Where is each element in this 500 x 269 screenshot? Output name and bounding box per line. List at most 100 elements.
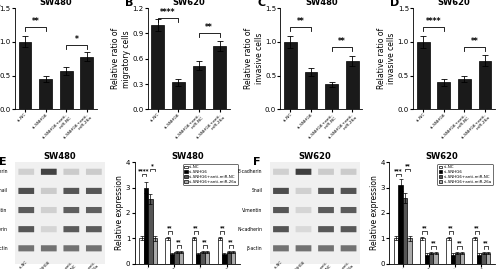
Y-axis label: Relative ratio of
invasive cells: Relative ratio of invasive cells <box>377 28 396 89</box>
FancyBboxPatch shape <box>64 226 79 232</box>
Bar <box>231 252 235 264</box>
FancyBboxPatch shape <box>296 188 312 194</box>
Text: si-SNHG6+anti-
miR-NC: si-SNHG6+anti- miR-NC <box>304 260 332 269</box>
Bar <box>218 238 222 264</box>
FancyBboxPatch shape <box>296 245 312 251</box>
Bar <box>394 238 398 264</box>
Bar <box>205 252 210 264</box>
Bar <box>455 253 460 264</box>
Bar <box>222 254 226 264</box>
Text: N-cadherin: N-cadherin <box>238 227 262 232</box>
Bar <box>213 46 226 109</box>
Bar <box>174 252 179 264</box>
Text: ****: **** <box>160 8 176 17</box>
Text: ****: **** <box>426 17 441 26</box>
Bar <box>429 253 434 264</box>
FancyBboxPatch shape <box>296 169 312 175</box>
Text: **: ** <box>448 225 454 231</box>
Bar <box>200 252 205 264</box>
FancyBboxPatch shape <box>340 169 356 175</box>
Text: si-NC: si-NC <box>274 260 284 269</box>
Y-axis label: Relative ratio of
invasive cells: Relative ratio of invasive cells <box>244 28 264 89</box>
Text: D: D <box>390 0 400 8</box>
Text: si-SNHG6+anti-
miR-26a: si-SNHG6+anti- miR-26a <box>327 260 354 269</box>
Text: **: ** <box>32 17 40 26</box>
Y-axis label: Relative ratio of
migratory cells: Relative ratio of migratory cells <box>112 28 131 89</box>
Legend: si-NC, si-SNHG6, si-SNHG6+anti-miR-NC, si-SNHG6+anti-miR-26a: si-NC, si-SNHG6, si-SNHG6+anti-miR-NC, s… <box>183 164 238 185</box>
Text: β-actin: β-actin <box>247 246 262 251</box>
FancyBboxPatch shape <box>340 245 356 251</box>
Text: β-actin: β-actin <box>0 246 8 251</box>
FancyBboxPatch shape <box>318 245 334 251</box>
Text: **: ** <box>194 225 199 231</box>
Text: si-SNHG6: si-SNHG6 <box>36 260 52 269</box>
FancyBboxPatch shape <box>18 245 34 251</box>
Bar <box>403 198 407 264</box>
Title: SW480: SW480 <box>171 153 203 161</box>
Bar <box>408 238 412 264</box>
Text: ***: *** <box>394 168 403 173</box>
Text: **: ** <box>474 225 480 231</box>
Bar <box>326 84 338 109</box>
FancyBboxPatch shape <box>64 169 79 175</box>
FancyBboxPatch shape <box>86 188 102 194</box>
FancyBboxPatch shape <box>273 188 289 194</box>
Bar <box>144 187 148 264</box>
FancyBboxPatch shape <box>41 245 56 251</box>
FancyBboxPatch shape <box>86 169 102 175</box>
Text: si-SNHG6+anti-
miR-26a: si-SNHG6+anti- miR-26a <box>72 260 100 269</box>
FancyBboxPatch shape <box>273 207 289 213</box>
FancyBboxPatch shape <box>273 226 289 232</box>
Title: SW620: SW620 <box>298 153 331 161</box>
Title: SW620: SW620 <box>426 153 458 161</box>
Text: *: * <box>151 163 154 168</box>
Text: **: ** <box>206 23 213 32</box>
FancyBboxPatch shape <box>64 207 79 213</box>
FancyBboxPatch shape <box>18 226 34 232</box>
Text: **: ** <box>338 37 346 46</box>
Text: Snail: Snail <box>0 188 8 193</box>
Bar <box>420 238 424 264</box>
Text: **: ** <box>422 225 428 231</box>
FancyBboxPatch shape <box>340 226 356 232</box>
FancyBboxPatch shape <box>18 169 34 175</box>
Bar <box>179 252 183 264</box>
FancyBboxPatch shape <box>318 169 334 175</box>
Text: E: E <box>0 157 6 167</box>
Text: si-SNHG6+anti-
miR-NC: si-SNHG6+anti- miR-NC <box>50 260 78 269</box>
Title: SW480: SW480 <box>305 0 338 7</box>
FancyBboxPatch shape <box>86 226 102 232</box>
Y-axis label: Relative expression: Relative expression <box>116 175 124 250</box>
Bar <box>226 252 231 264</box>
Bar <box>60 71 72 109</box>
Text: Snail: Snail <box>252 188 262 193</box>
Text: F: F <box>254 157 261 167</box>
Text: E-cadherin: E-cadherin <box>0 169 8 174</box>
Text: **: ** <box>220 225 225 231</box>
Bar <box>450 255 455 264</box>
FancyBboxPatch shape <box>18 188 34 194</box>
FancyBboxPatch shape <box>340 188 356 194</box>
Text: ****: **** <box>138 168 149 173</box>
FancyBboxPatch shape <box>273 245 289 251</box>
Bar <box>192 66 205 109</box>
Y-axis label: Relative expression: Relative expression <box>370 175 379 250</box>
FancyBboxPatch shape <box>273 169 289 175</box>
Text: **: ** <box>430 240 436 245</box>
Bar <box>398 185 403 264</box>
Bar <box>152 25 164 109</box>
FancyBboxPatch shape <box>41 207 56 213</box>
Bar <box>424 255 429 264</box>
Bar <box>170 254 174 264</box>
Text: **: ** <box>404 163 410 168</box>
Text: si-NC: si-NC <box>19 260 29 269</box>
Bar <box>172 82 184 109</box>
Bar <box>417 42 430 109</box>
Text: **: ** <box>470 37 478 46</box>
FancyBboxPatch shape <box>41 169 56 175</box>
Title: SW620: SW620 <box>172 0 205 7</box>
FancyBboxPatch shape <box>41 226 56 232</box>
Text: B: B <box>125 0 133 8</box>
Bar <box>477 255 482 264</box>
Bar <box>80 57 93 109</box>
